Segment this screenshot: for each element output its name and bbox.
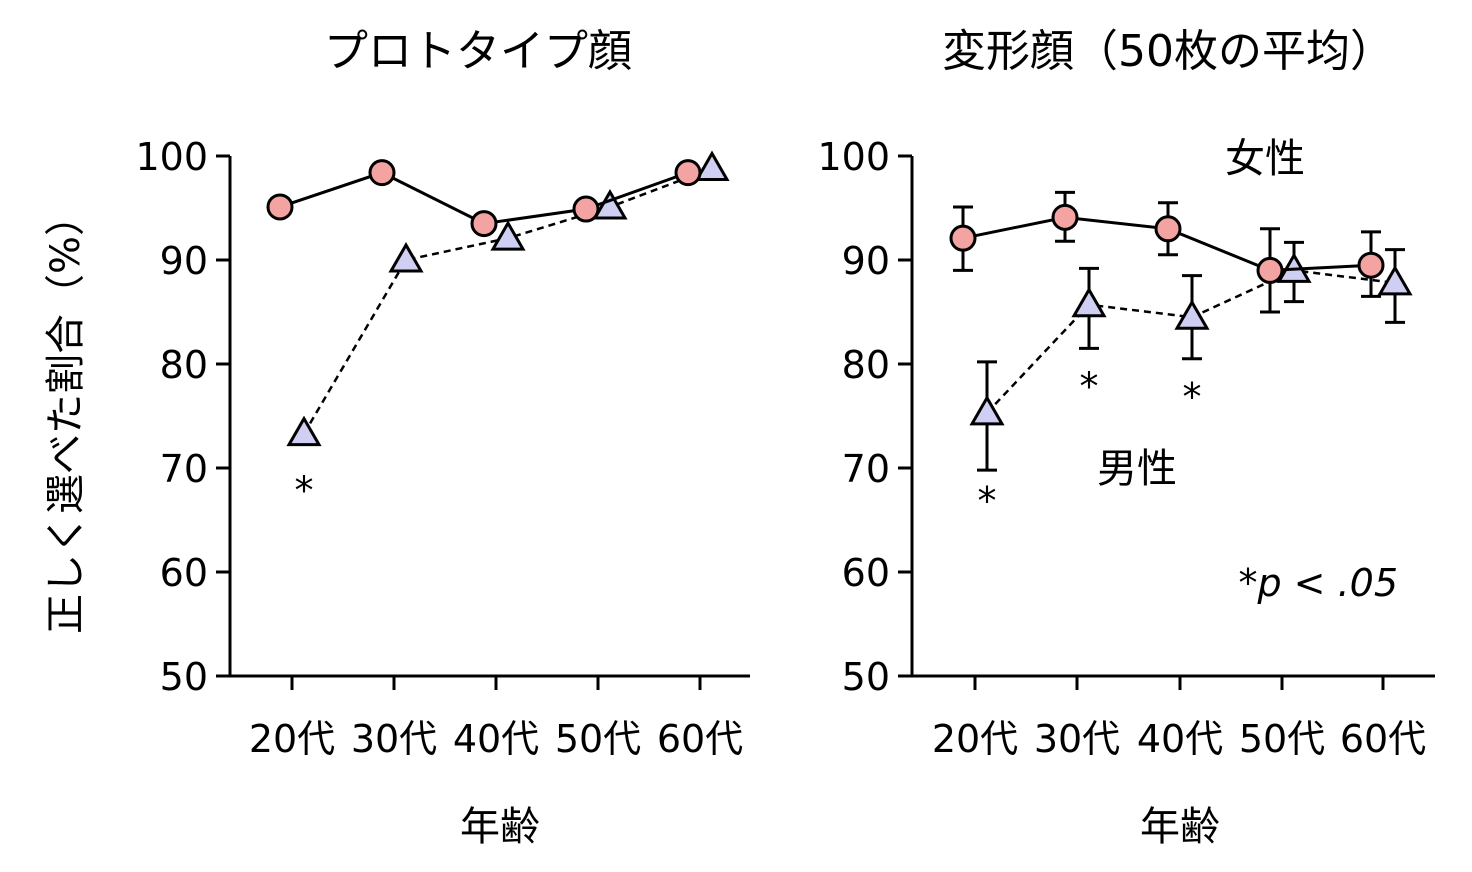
- y-tick-label: 90: [160, 239, 208, 283]
- y-tick-label: 70: [160, 447, 208, 491]
- female-point: [1154, 215, 1182, 243]
- male-point: [1377, 264, 1413, 296]
- female-point: [674, 159, 702, 187]
- y-tick-label: 50: [842, 655, 890, 699]
- x-tick-label: 30代: [351, 717, 437, 761]
- male-point: [388, 241, 424, 273]
- y-tick-label: 60: [842, 551, 890, 595]
- y-tick-label: 100: [135, 135, 208, 179]
- male-point: [694, 150, 730, 181]
- significance-note: *p < .05: [1238, 561, 1398, 605]
- x-tick-label: 60代: [1340, 717, 1426, 761]
- female-point: [572, 195, 600, 223]
- y-tick-label: 70: [842, 447, 890, 491]
- y-tick-label: 60: [160, 551, 208, 595]
- male-point: [969, 394, 1005, 426]
- x-tick-label: 20代: [249, 717, 335, 761]
- female-point: [1357, 251, 1385, 279]
- x-axis-label: 年齢: [460, 804, 540, 850]
- female-point: [949, 224, 977, 252]
- x-tick-label: 40代: [453, 717, 539, 761]
- significance-asterisk: *: [1183, 375, 1202, 419]
- legend-female: 女性: [1225, 136, 1305, 182]
- chart-title: プロトタイプ顔: [324, 26, 632, 77]
- y-tick-label: 100: [817, 135, 890, 179]
- x-tick-label: 50代: [1239, 717, 1325, 761]
- y-tick-label: 50: [160, 655, 208, 699]
- male-point: [490, 220, 526, 251]
- x-tick-label: 20代: [932, 717, 1018, 761]
- male-point: [1071, 286, 1107, 318]
- x-axis-label: 年齢: [1140, 804, 1220, 850]
- male-point: [1174, 299, 1210, 330]
- male-point: [286, 415, 322, 447]
- significance-asterisk: *: [295, 469, 314, 513]
- female-point: [1051, 203, 1079, 231]
- male-line: [302, 167, 713, 435]
- chart-title: 変形顔（50枚の平均）: [942, 26, 1394, 77]
- chart-morphed: 変形顔（50枚の平均） 年齢 女性 男性 *p < .05 50 60 70 80 90…: [817, 26, 1435, 850]
- x-tick-label: 30代: [1034, 717, 1120, 761]
- chart-prototype: プロトタイプ顔 年齢 50 60 70 80 90 100 20代 30代 40代 50代 60代 *: [135, 26, 750, 850]
- female-point: [266, 193, 294, 221]
- x-tick-label: 40代: [1137, 717, 1223, 761]
- x-tick-label: 60代: [657, 717, 743, 761]
- y-axis-label: 正しく選べた割合（%）: [43, 196, 89, 634]
- x-tick-label: 50代: [555, 717, 641, 761]
- male-point: [592, 188, 628, 220]
- y-tick-label: 80: [160, 343, 208, 387]
- significance-asterisk: *: [1080, 365, 1099, 409]
- female-point: [368, 159, 396, 187]
- significance-asterisk: *: [978, 479, 997, 523]
- female-point: [470, 210, 498, 238]
- y-tick-label: 90: [842, 239, 890, 283]
- y-tick-label: 80: [842, 343, 890, 387]
- legend-male: 男性: [1097, 446, 1177, 492]
- female-point: [1256, 256, 1284, 284]
